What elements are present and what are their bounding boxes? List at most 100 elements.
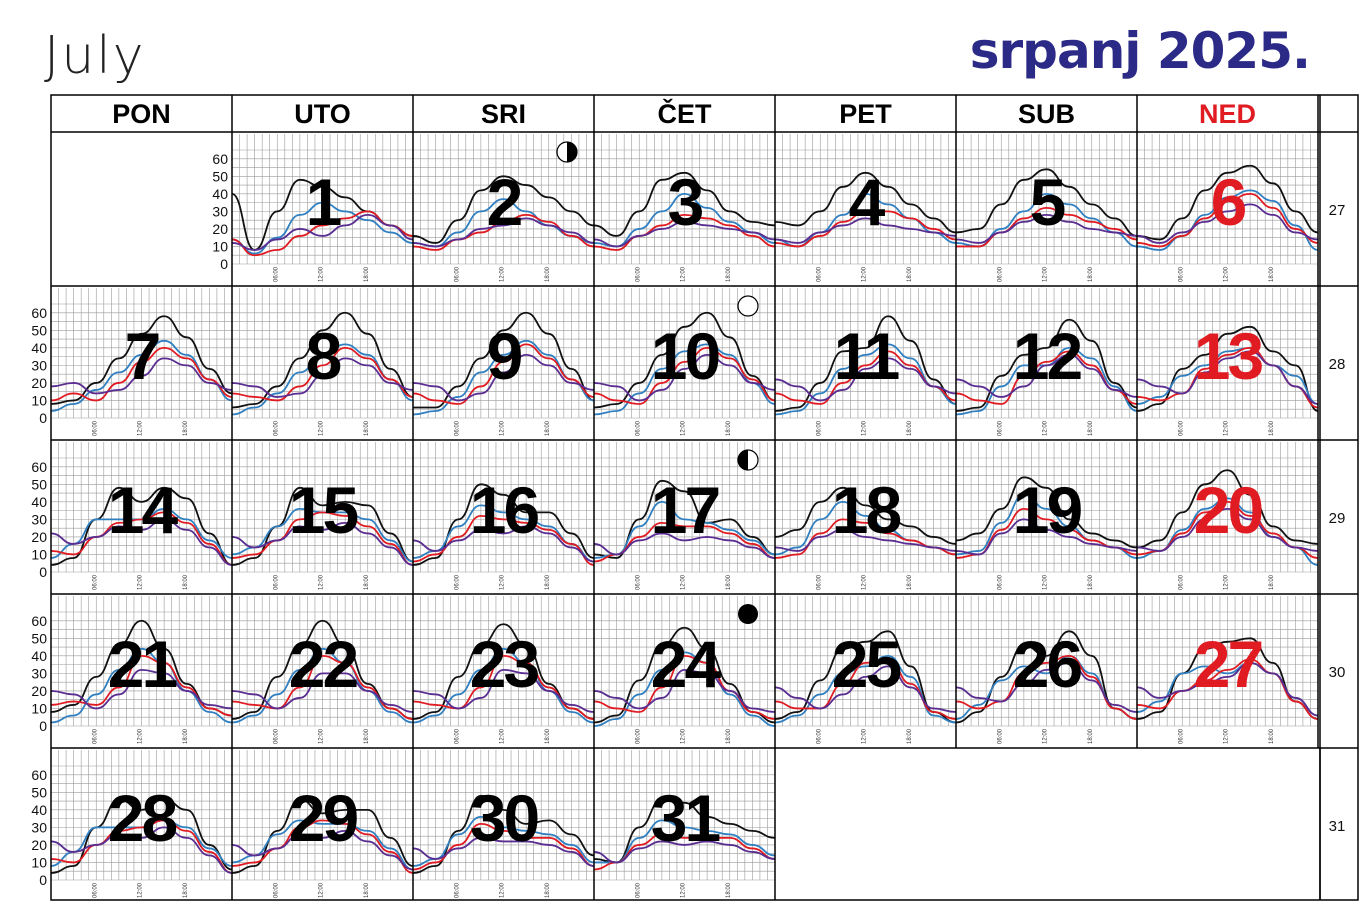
x-tick-label: 06:00 bbox=[1178, 728, 1184, 744]
y-tick-label: 40 bbox=[31, 648, 47, 664]
wind-series-line bbox=[593, 192, 776, 248]
wind-series-line bbox=[231, 829, 414, 871]
wind-series-line bbox=[955, 318, 1138, 412]
new-moon-icon bbox=[738, 604, 758, 624]
day-number: 10 bbox=[651, 319, 719, 393]
y-tick-label: 0 bbox=[220, 256, 228, 272]
y-tick-label: 30 bbox=[31, 511, 47, 527]
y-tick-label: 50 bbox=[212, 168, 228, 184]
day-number: 22 bbox=[289, 627, 358, 701]
day-number: 15 bbox=[289, 473, 358, 547]
wind-series-line bbox=[231, 819, 414, 874]
x-tick-label: 18:00 bbox=[1269, 266, 1275, 282]
wind-series-line bbox=[593, 654, 776, 720]
x-tick-label: 12:00 bbox=[681, 574, 687, 590]
wind-series-line bbox=[593, 213, 776, 251]
x-tick-label: 06:00 bbox=[1178, 574, 1184, 590]
wind-series-line bbox=[774, 486, 957, 545]
week-number: 31 bbox=[1329, 818, 1346, 835]
wind-series-line bbox=[1136, 658, 1319, 720]
wind-series-line bbox=[231, 511, 414, 566]
x-tick-label: 18:00 bbox=[726, 728, 732, 744]
wind-series-line bbox=[955, 630, 1138, 724]
x-tick-label: 12:00 bbox=[500, 574, 506, 590]
x-tick-label: 12:00 bbox=[862, 574, 868, 590]
wind-series-line bbox=[50, 315, 233, 405]
day-number: 13 bbox=[1194, 319, 1263, 393]
day-number: 14 bbox=[108, 473, 179, 547]
month-croatian-title: srpanj 2025. bbox=[969, 22, 1311, 80]
x-tick-label: 06:00 bbox=[635, 728, 641, 744]
wind-series-line bbox=[593, 221, 776, 248]
wind-series-line bbox=[955, 213, 1138, 244]
wind-series-line bbox=[412, 514, 595, 566]
wind-series-line bbox=[1136, 661, 1319, 717]
x-tick-label: 18:00 bbox=[726, 574, 732, 590]
y-tick-label: 40 bbox=[212, 186, 228, 202]
wind-series-line bbox=[1136, 164, 1319, 241]
y-tick-label: 20 bbox=[212, 221, 228, 237]
wind-series-line bbox=[1136, 325, 1319, 412]
x-tick-label: 06:00 bbox=[92, 420, 98, 436]
wind-series-line bbox=[593, 840, 776, 864]
wind-series-line bbox=[412, 654, 595, 720]
x-tick-label: 06:00 bbox=[816, 266, 822, 282]
x-tick-label: 18:00 bbox=[364, 420, 370, 436]
wind-series-line bbox=[593, 311, 776, 409]
y-tick-label: 50 bbox=[31, 784, 47, 800]
weekday-header: ČET bbox=[658, 98, 713, 129]
wind-series-line bbox=[774, 343, 957, 416]
day-number: 26 bbox=[1013, 627, 1082, 701]
x-tick-label: 12:00 bbox=[1224, 266, 1230, 282]
day-number: 2 bbox=[487, 165, 522, 239]
x-tick-label: 18:00 bbox=[364, 882, 370, 898]
x-tick-label: 06:00 bbox=[454, 728, 460, 744]
y-tick-label: 30 bbox=[31, 665, 47, 681]
x-tick-label: 18:00 bbox=[907, 574, 913, 590]
wind-series-line bbox=[593, 651, 776, 727]
first-quarter-icon bbox=[556, 141, 578, 163]
day-number: 30 bbox=[470, 781, 538, 855]
x-tick-label: 06:00 bbox=[635, 266, 641, 282]
wind-series-line bbox=[593, 171, 776, 237]
empty-area bbox=[776, 749, 1319, 899]
x-tick-label: 18:00 bbox=[183, 728, 189, 744]
x-tick-label: 18:00 bbox=[545, 574, 551, 590]
x-tick-label: 06:00 bbox=[454, 882, 460, 898]
day-number: 31 bbox=[651, 781, 720, 855]
day-number: 28 bbox=[108, 781, 177, 855]
wind-series-line bbox=[412, 837, 595, 867]
x-tick-label: 12:00 bbox=[138, 728, 144, 744]
y-tick-label: 20 bbox=[31, 375, 47, 391]
moon-disc bbox=[738, 604, 758, 624]
x-tick-label: 06:00 bbox=[92, 882, 98, 898]
weekday-header: UTO bbox=[294, 99, 351, 129]
y-tick-label: 40 bbox=[31, 340, 47, 356]
x-tick-label: 06:00 bbox=[997, 266, 1003, 282]
day-number: 9 bbox=[487, 319, 522, 393]
wind-series-line bbox=[955, 476, 1138, 549]
wind-series-line bbox=[1136, 203, 1319, 244]
wind-series-line bbox=[1136, 350, 1319, 405]
x-tick-label: 12:00 bbox=[1224, 420, 1230, 436]
wind-series-line bbox=[593, 346, 776, 405]
full-moon-icon bbox=[737, 295, 759, 317]
weekday-header: SUB bbox=[1018, 99, 1075, 129]
wind-series-line bbox=[774, 171, 957, 234]
x-tick-label: 18:00 bbox=[545, 882, 551, 898]
weekday-header: NED bbox=[1199, 99, 1256, 129]
wind-series-line bbox=[231, 819, 414, 871]
x-tick-label: 18:00 bbox=[1088, 728, 1094, 744]
y-tick-label: 50 bbox=[31, 630, 47, 646]
wind-series-line bbox=[413, 311, 595, 409]
wind-series-line bbox=[774, 315, 957, 412]
x-tick-label: 12:00 bbox=[1043, 420, 1049, 436]
wind-series-line bbox=[1136, 507, 1319, 552]
x-tick-label: 18:00 bbox=[1088, 266, 1094, 282]
x-tick-label: 06:00 bbox=[273, 728, 279, 744]
day-number: 11 bbox=[834, 319, 899, 393]
wind-series-line bbox=[593, 668, 776, 713]
y-tick-label: 10 bbox=[31, 700, 47, 716]
y-tick-label: 0 bbox=[39, 718, 47, 734]
x-tick-label: 12:00 bbox=[319, 574, 325, 590]
